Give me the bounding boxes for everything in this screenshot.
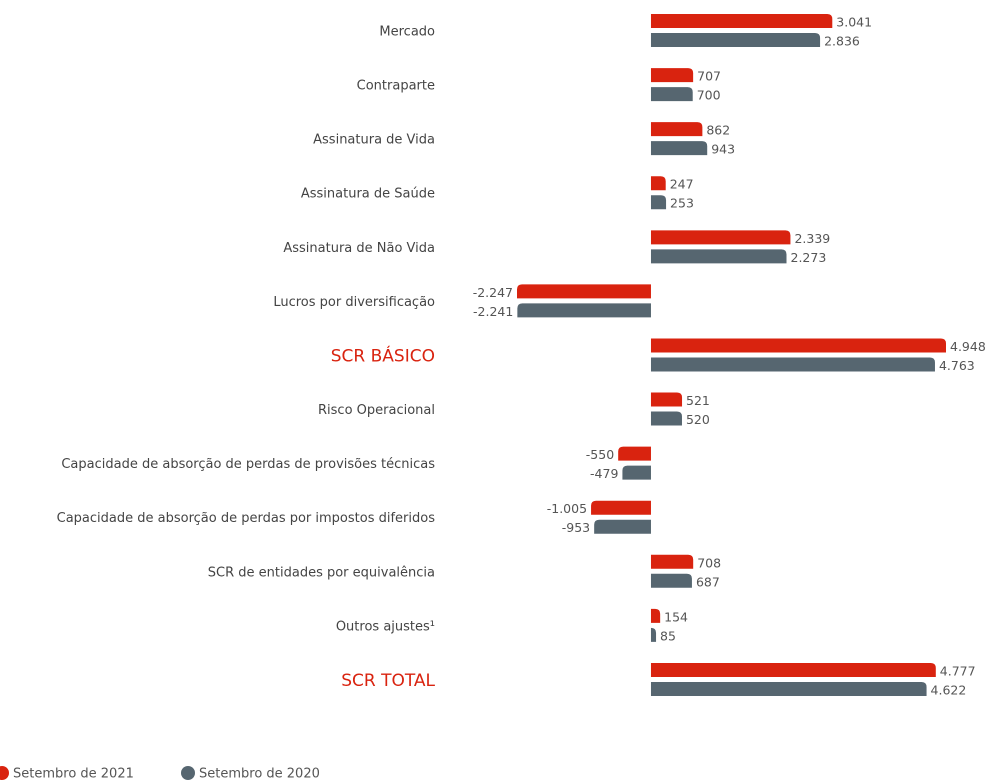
bar bbox=[517, 284, 651, 299]
value-label: 521 bbox=[686, 393, 710, 408]
bar bbox=[650, 87, 693, 102]
value-label: 707 bbox=[697, 69, 721, 84]
bar bbox=[591, 500, 651, 515]
legend-marker bbox=[181, 766, 195, 780]
legend-label: Setembro de 2020 bbox=[199, 767, 320, 782]
value-label: -2.241 bbox=[473, 304, 513, 319]
bar bbox=[650, 230, 791, 245]
value-label: 4.948 bbox=[950, 339, 986, 354]
bar bbox=[650, 573, 692, 588]
category-label: SCR de entidades por equivalência bbox=[208, 565, 435, 580]
value-label: 943 bbox=[711, 142, 735, 157]
bar bbox=[650, 411, 682, 426]
category-label: Contraparte bbox=[357, 79, 435, 94]
value-label: -550 bbox=[586, 447, 614, 462]
bar bbox=[650, 33, 821, 47]
value-label: 520 bbox=[686, 412, 710, 427]
legend-marker bbox=[0, 766, 9, 780]
category-label: SCR BÁSICO bbox=[331, 344, 435, 366]
bar bbox=[650, 122, 703, 137]
category-label: Outros ajustes¹ bbox=[336, 619, 435, 634]
value-label: -1.005 bbox=[547, 501, 587, 516]
category-label: Mercado bbox=[379, 25, 435, 40]
bar bbox=[650, 68, 694, 83]
category-label: SCR TOTAL bbox=[341, 671, 435, 691]
value-label: 3.041 bbox=[836, 15, 872, 30]
bar bbox=[650, 176, 666, 191]
value-label: 2.339 bbox=[794, 231, 830, 246]
bar bbox=[650, 249, 787, 264]
category-label: Assinatura de Não Vida bbox=[283, 241, 435, 256]
bar bbox=[650, 554, 694, 569]
bar bbox=[650, 195, 667, 210]
bar bbox=[650, 392, 683, 407]
value-label: 85 bbox=[660, 628, 676, 643]
value-label: -953 bbox=[562, 520, 590, 535]
value-label: 4.763 bbox=[939, 358, 975, 373]
category-label: Capacidade de absorção de perdas por imp… bbox=[57, 511, 436, 526]
bar bbox=[650, 14, 833, 28]
category-label: Capacidade de absorção de perdas de prov… bbox=[61, 457, 435, 472]
bar bbox=[650, 608, 661, 623]
bar bbox=[650, 627, 657, 642]
category-label: Lucros por diversificação bbox=[273, 295, 435, 310]
bar bbox=[618, 446, 651, 461]
bar bbox=[650, 357, 935, 372]
value-label: 247 bbox=[670, 177, 694, 192]
category-label: Assinatura de Vida bbox=[313, 133, 435, 148]
category-label: Assinatura de Saúde bbox=[301, 187, 435, 202]
bar bbox=[650, 662, 936, 677]
bar bbox=[517, 303, 651, 318]
value-label: 862 bbox=[706, 123, 730, 138]
value-label: 687 bbox=[696, 574, 720, 589]
value-label: -2.247 bbox=[473, 285, 513, 300]
bar bbox=[650, 141, 708, 156]
value-label: 4.622 bbox=[931, 682, 967, 697]
bar bbox=[594, 519, 651, 534]
value-label: 154 bbox=[664, 609, 688, 624]
bar bbox=[650, 338, 946, 353]
value-label: 2.836 bbox=[824, 34, 860, 49]
value-label: 253 bbox=[670, 196, 694, 211]
bar bbox=[650, 681, 927, 696]
value-label: 700 bbox=[697, 88, 721, 103]
value-label: 2.273 bbox=[791, 250, 827, 265]
category-label: Risco Operacional bbox=[318, 403, 435, 418]
legend-label: Setembro de 2021 bbox=[13, 767, 134, 782]
value-label: 708 bbox=[697, 555, 721, 570]
value-label: 4.777 bbox=[940, 663, 976, 678]
value-label: -479 bbox=[590, 466, 618, 481]
bar bbox=[622, 465, 651, 480]
